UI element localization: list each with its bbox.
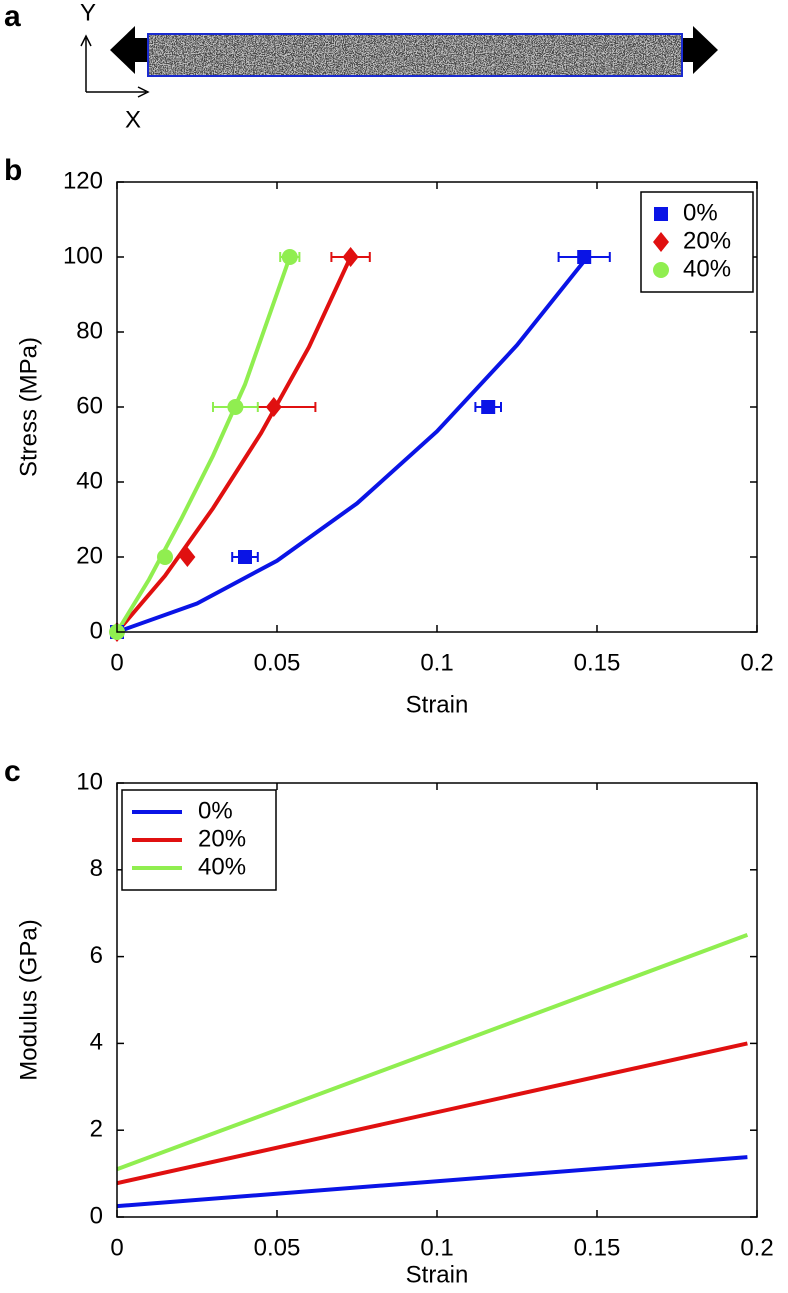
- legend-marker: [653, 262, 669, 278]
- data-point: [342, 247, 359, 267]
- legend-marker: [654, 207, 668, 221]
- y-tick-label: 60: [76, 392, 103, 419]
- panel-label: c: [4, 755, 21, 788]
- y-direction-label: Y: [80, 0, 96, 26]
- x-tick-label: 0.1: [420, 1234, 453, 1261]
- x-tick-label: 0.05: [254, 649, 301, 676]
- y-tick-label: 4: [90, 1029, 103, 1056]
- y-tick-label: 6: [90, 942, 103, 969]
- y-tick-label: 10: [76, 768, 103, 795]
- line: [116, 933, 749, 1172]
- data-point: [179, 547, 196, 567]
- legend-label: 0%: [198, 797, 233, 824]
- y-tick-label: 80: [76, 317, 103, 344]
- data-point: [238, 550, 252, 564]
- x-direction-label: X: [125, 106, 141, 133]
- y-tick-label: 8: [90, 855, 103, 882]
- specimen-diagram: [80, 26, 718, 98]
- line: [116, 1155, 748, 1209]
- fit-curve: [115, 256, 292, 634]
- x-tick-label: 0.2: [740, 1234, 773, 1261]
- y-arrowhead: [80, 34, 92, 47]
- legend-marker: [653, 232, 669, 252]
- y-tick-label: 20: [76, 542, 103, 569]
- fit-curve: [116, 255, 589, 634]
- data-point: [481, 400, 496, 414]
- legend-label: 0%: [683, 199, 718, 226]
- fit-curve: [115, 256, 353, 634]
- y-tick-label: 0: [90, 617, 103, 644]
- x-tick-label: 0: [110, 1234, 123, 1261]
- x-tick-label: 0.2: [740, 649, 773, 676]
- y-axis-title: Modulus (GPa): [15, 919, 42, 1080]
- panel-label: a: [4, 0, 21, 33]
- x-tick-label: 0.15: [574, 649, 621, 676]
- x-axis-title: Strain: [406, 691, 469, 718]
- data-point: [227, 399, 244, 415]
- data-point: [265, 397, 282, 417]
- data-point: [577, 250, 592, 264]
- right-arrow: [678, 26, 718, 74]
- panel-label: b: [4, 154, 22, 187]
- left-arrow: [110, 26, 150, 74]
- data-point: [281, 249, 298, 265]
- plot-frame: [116, 181, 758, 633]
- legend-label: 20%: [198, 825, 246, 852]
- x-tick-label: 0.15: [574, 1234, 621, 1261]
- y-tick-label: 120: [63, 167, 103, 194]
- plot-frame: [116, 782, 758, 1218]
- legend-label: 20%: [683, 227, 731, 254]
- y-tick-label: 0: [90, 1202, 103, 1229]
- y-axis-title: Stress (MPa): [15, 337, 42, 477]
- y-tick-label: 2: [90, 1116, 103, 1143]
- x-tick-label: 0.05: [254, 1234, 301, 1261]
- x-arrowhead: [137, 86, 150, 98]
- legend-label: 40%: [198, 853, 246, 880]
- data-point: [157, 549, 173, 565]
- x-tick-label: 0: [110, 649, 123, 676]
- y-tick-label: 100: [63, 242, 103, 269]
- x-axis-title: Strain: [406, 1261, 469, 1288]
- line: [116, 1041, 748, 1186]
- x-tick-label: 0.1: [420, 649, 453, 676]
- specimen-outline: [147, 33, 683, 77]
- y-tick-label: 40: [76, 467, 103, 494]
- legend-label: 40%: [683, 255, 731, 282]
- specimen-texture: [148, 34, 682, 76]
